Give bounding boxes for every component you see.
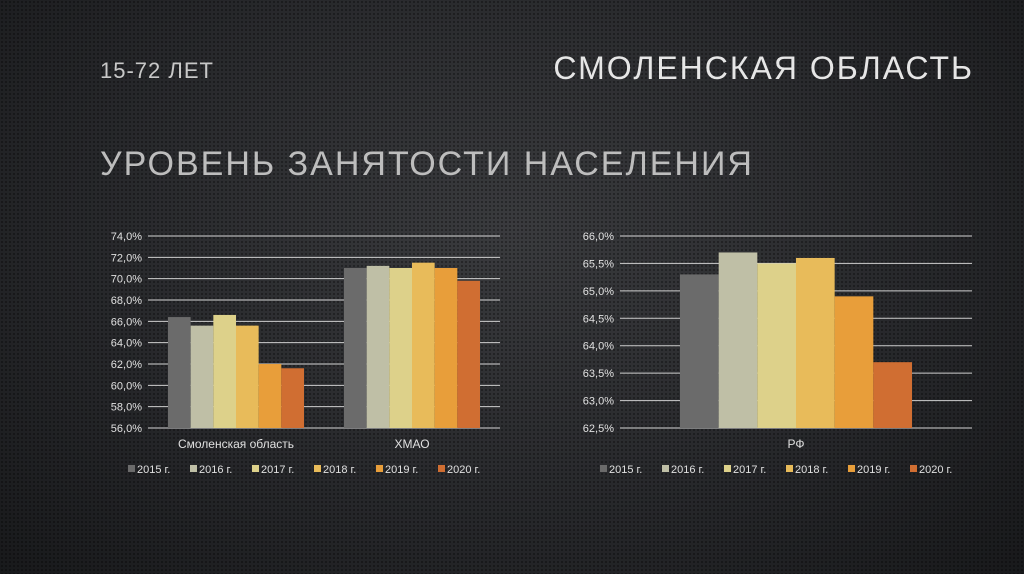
bar-2017 (757, 263, 796, 428)
age-range-label: 15-72 ЛЕТ (100, 58, 214, 83)
legend-swatch (724, 465, 731, 472)
y-tick-label: 63,0% (583, 396, 614, 408)
y-tick-label: 70,0% (111, 274, 142, 286)
legend-swatch (314, 465, 321, 472)
y-tick-label: 66,0% (111, 316, 142, 328)
legend-swatch (376, 465, 383, 472)
bar-2018 (796, 257, 835, 428)
legend-label: 2017 г. (261, 464, 294, 476)
y-tick-label: 60,0% (111, 380, 142, 392)
bar-2017 (389, 268, 412, 428)
legend-label: 2018 г. (795, 464, 828, 476)
y-tick-label: 65,0% (583, 286, 614, 298)
legend-swatch (252, 465, 259, 472)
legend-swatch (848, 465, 855, 472)
y-tick-label: 63,5% (583, 368, 614, 380)
legend-label: 2020 г. (447, 464, 480, 476)
x-category-label: РФ (788, 437, 805, 451)
y-tick-label: 62,5% (583, 423, 614, 435)
y-tick-label: 72,0% (111, 252, 142, 264)
y-tick-label: 58,0% (111, 402, 142, 414)
bar-2019 (434, 268, 458, 428)
legend-swatch (910, 465, 917, 472)
bar-2016 (190, 325, 214, 428)
legend-label: 2019 г. (857, 464, 890, 476)
y-tick-label: 62,0% (111, 359, 142, 371)
x-category-label: ХМАО (394, 437, 429, 451)
bar-2016 (366, 265, 390, 428)
bar-2015 (344, 268, 367, 428)
y-tick-label: 66,0% (583, 231, 614, 243)
legend-label: 2018 г. (323, 464, 356, 476)
bar-2015 (168, 317, 191, 428)
legend-swatch (662, 465, 669, 472)
y-tick-label: 68,0% (111, 295, 142, 307)
y-tick-label: 64,5% (583, 313, 614, 325)
legend-label: 2019 г. (385, 464, 418, 476)
bar-2018 (412, 262, 435, 428)
legend-swatch (600, 465, 607, 472)
legend-label: 2015 г. (137, 464, 170, 476)
legend-label: 2016 г. (671, 464, 704, 476)
legend-label: 2020 г. (919, 464, 952, 476)
bar-2020 (873, 362, 912, 428)
bar-2016 (718, 252, 758, 428)
legend-label: 2017 г. (733, 464, 766, 476)
bar-2020 (457, 280, 480, 428)
legend-swatch (438, 465, 445, 472)
legend-label: 2016 г. (199, 464, 232, 476)
y-tick-label: 64,0% (583, 341, 614, 353)
region-title: СМОЛЕНСКАЯ ОБЛАСТЬ (553, 50, 974, 86)
bar-2017 (213, 314, 236, 428)
bar-2019 (258, 364, 282, 428)
y-tick-label: 56,0% (111, 423, 142, 435)
bar-2018 (236, 325, 259, 428)
bar-2019 (834, 296, 874, 428)
legend-swatch (786, 465, 793, 472)
bar-2015 (680, 274, 719, 428)
y-tick-label: 74,0% (111, 231, 142, 243)
legend-swatch (128, 465, 135, 472)
page-title: УРОВЕНЬ ЗАНЯТОСТИ НАСЕЛЕНИЯ (100, 145, 754, 183)
x-category-label: Смоленская область (178, 437, 294, 451)
bar-2020 (281, 368, 304, 428)
y-tick-label: 65,5% (583, 258, 614, 270)
legend-label: 2015 г. (609, 464, 642, 476)
legend-swatch (190, 465, 197, 472)
y-tick-label: 64,0% (111, 338, 142, 350)
